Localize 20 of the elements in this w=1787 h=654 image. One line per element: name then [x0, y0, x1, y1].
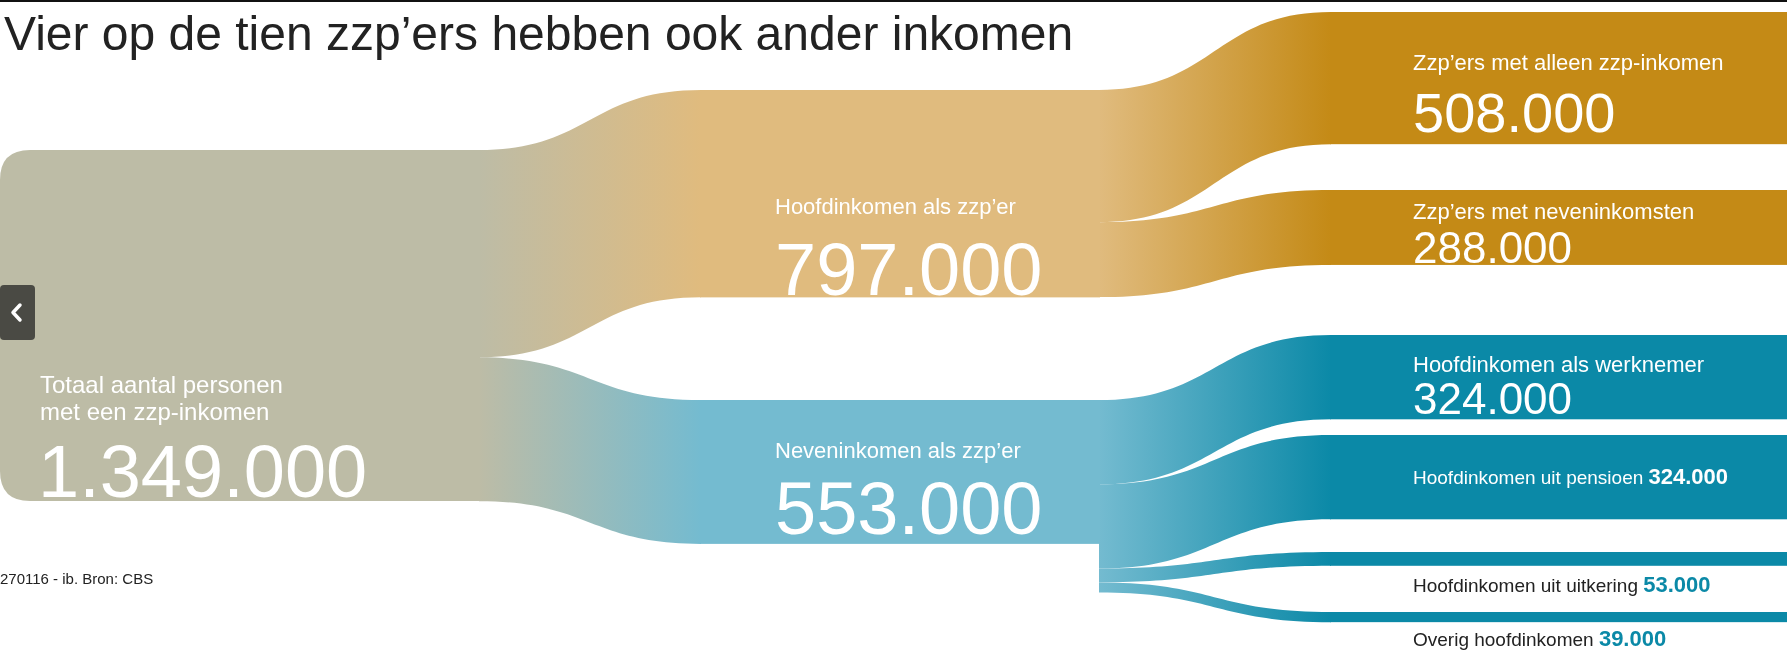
text: 270116 - ib. Bron: CBS	[0, 570, 154, 587]
text: Vier op de tien zzp’ers hebben ook ander inkomen	[4, 7, 1074, 60]
category-label: Zzp’ers met alleen zzp-inkomen	[1413, 50, 1724, 75]
category-label: Hoofdinkomen als werknemer	[1413, 352, 1705, 377]
data-label: 288.000	[1413, 223, 1573, 272]
data-label: 324.000	[1413, 374, 1573, 423]
data-label: 53.000	[1643, 572, 1711, 597]
category-label: Hoofdinkomen als zzp’er	[775, 194, 1016, 219]
category-label: Zzp’ers met neveninkomsten	[1413, 199, 1695, 224]
category-label: Hoofdinkomen uit pensioen	[1413, 467, 1644, 488]
data-label: 797.000	[775, 228, 1043, 311]
data-label: 508.000	[1413, 81, 1616, 144]
category-label: Hoofdinkomen uit uitkering	[1413, 575, 1638, 596]
data-label: 1.349.000	[38, 430, 368, 513]
data-label: 39.000	[1598, 626, 1667, 651]
data-label: 553.000	[775, 467, 1043, 550]
category-label: Neveninkomen als zzp’er	[775, 438, 1021, 463]
data-label: 324.000	[1648, 464, 1729, 489]
category-label: Overig hoofdinkomen	[1413, 629, 1594, 650]
category-label: Totaal aantal personen met een zzp-inkomen	[40, 371, 283, 425]
